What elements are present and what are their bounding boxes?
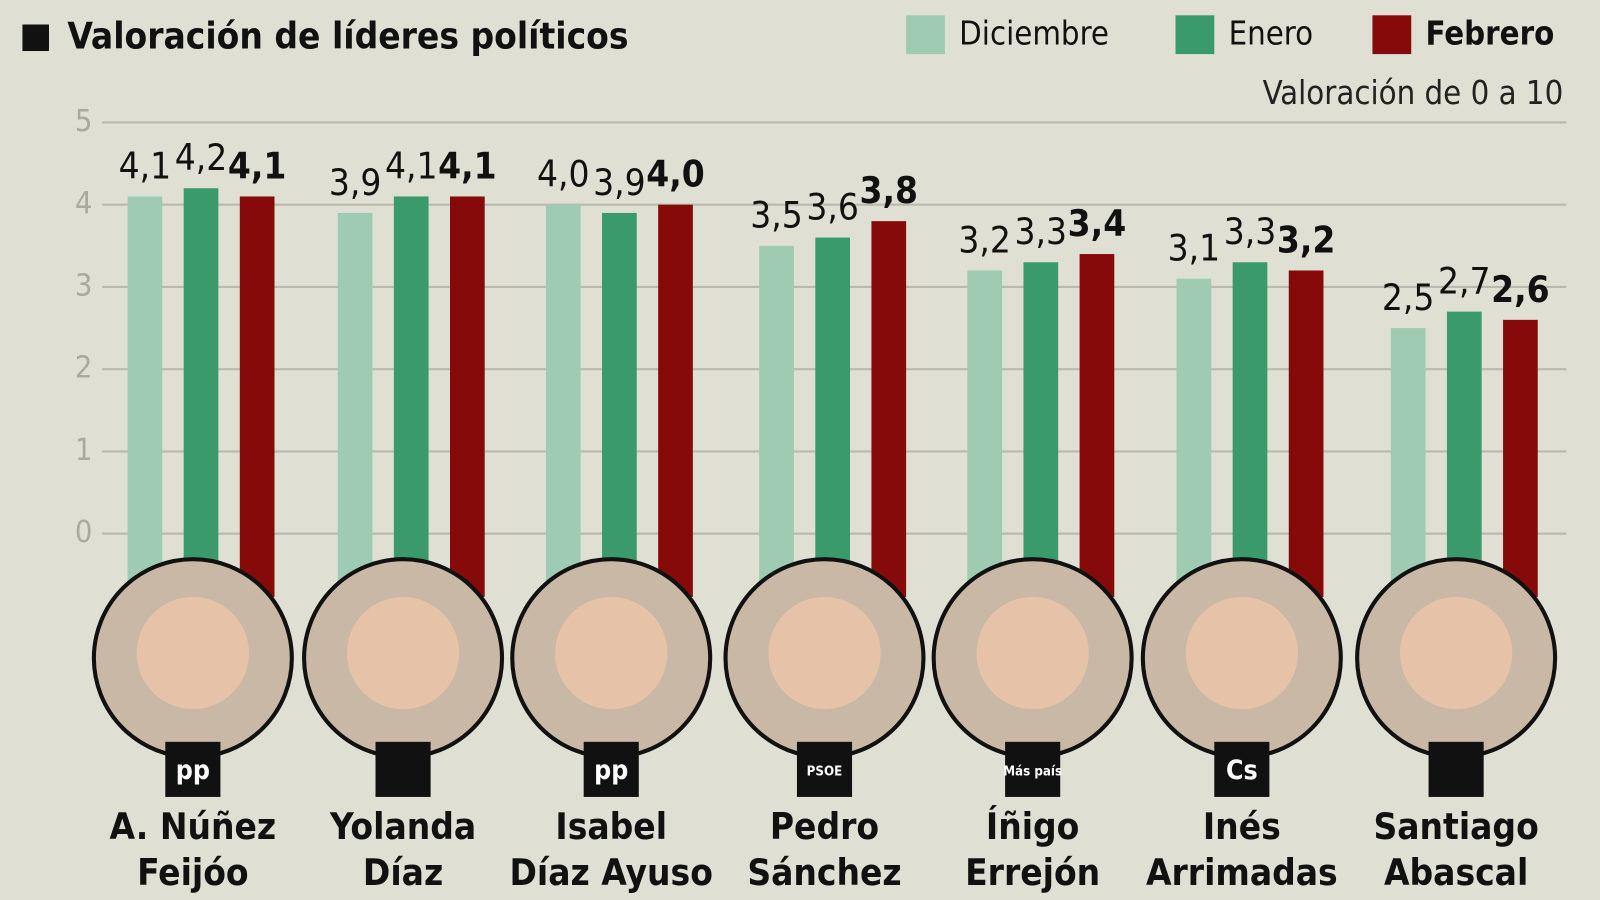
party-logo-text: pp [594, 755, 628, 786]
category-label: Pedro [770, 805, 879, 848]
category-label: Díaz [363, 851, 443, 894]
y-tick-label: 3 [75, 268, 93, 303]
value-label: 4,2 [175, 136, 228, 179]
value-label: 3,8 [860, 169, 919, 212]
value-label: 4,1 [228, 144, 287, 187]
y-tick-label: 2 [75, 351, 93, 386]
category-label: A. Núñez [110, 805, 277, 848]
y-tick-label: 1 [75, 433, 93, 468]
legend-label: Diciembre [959, 15, 1109, 53]
value-label: 2,7 [1438, 260, 1491, 303]
bar [393, 196, 429, 597]
value-label: 4,0 [646, 153, 705, 196]
bar [1390, 328, 1426, 597]
bar [1079, 254, 1115, 597]
party-logo-text: Cs [1226, 755, 1258, 786]
category-label: Isabel [555, 805, 667, 848]
value-label: 3,2 [958, 218, 1011, 261]
value-label: 3,3 [1224, 210, 1277, 253]
photo-face [1185, 596, 1298, 710]
bar [602, 212, 637, 597]
category-label: Yolanda [329, 805, 476, 848]
value-label: 3,2 [1277, 218, 1336, 261]
value-label: 4,1 [119, 144, 172, 187]
bar [871, 221, 907, 597]
category-label: Errejón [965, 851, 1100, 894]
value-label: 4,1 [385, 144, 438, 187]
category-label: Inés [1203, 805, 1281, 848]
category-label: Feijóo [137, 851, 249, 894]
legend-swatch [1372, 15, 1412, 55]
legend-label: Febrero [1426, 15, 1555, 53]
bar [658, 204, 693, 597]
party-logo-text: Más país [1003, 763, 1062, 779]
value-label: 2,5 [1382, 276, 1435, 319]
party-logo-text: PSOE [807, 764, 843, 779]
party-logo [1428, 741, 1484, 797]
photo-face [136, 596, 249, 710]
bar [1446, 311, 1482, 597]
photo-face [1400, 596, 1513, 710]
bar [183, 188, 219, 597]
party-logo [165, 741, 221, 797]
party-logo [1005, 741, 1061, 797]
category-label: Abascal [1384, 851, 1528, 894]
bar [759, 245, 794, 597]
category-label: Díaz Ayuso [510, 851, 713, 894]
value-label: 3,6 [806, 186, 859, 229]
bar [967, 270, 1003, 597]
bar [450, 196, 485, 597]
title-marker [22, 24, 49, 52]
bar [1232, 262, 1268, 597]
bar [239, 196, 275, 597]
value-label: 3,1 [1168, 227, 1221, 270]
value-label: 3,4 [1068, 202, 1127, 245]
value-label: 4,1 [438, 144, 497, 187]
photo-face [346, 596, 460, 710]
party-logo [796, 741, 853, 797]
subtitle: Valoración de 0 a 10 [1263, 74, 1564, 112]
bar [815, 237, 850, 597]
legend-swatch [906, 15, 945, 55]
value-label: 3,9 [329, 161, 382, 204]
category-label: Arrimadas [1146, 851, 1338, 894]
party-logo [583, 741, 639, 797]
legend-label: Enero [1229, 15, 1314, 53]
value-label: 2,6 [1491, 268, 1550, 311]
bar [1288, 270, 1324, 597]
y-tick-label: 5 [75, 104, 93, 139]
category-label: Santiago [1373, 805, 1538, 848]
party-logo-text: pp [176, 755, 210, 786]
bar [1176, 278, 1212, 597]
bar [337, 212, 373, 597]
party-logo [1214, 741, 1270, 797]
legend-swatch [1175, 15, 1215, 55]
value-label: 3,3 [1015, 210, 1068, 253]
y-tick-label: 0 [75, 515, 93, 550]
value-label: 4,0 [537, 153, 590, 196]
y-tick-label: 4 [75, 186, 93, 221]
category-label: Sánchez [747, 851, 901, 894]
bar [1023, 262, 1059, 597]
value-label: 3,5 [750, 194, 803, 237]
party-logo [375, 741, 431, 797]
value-label: 3,9 [593, 161, 646, 204]
bar [545, 204, 581, 597]
bar [1503, 319, 1538, 597]
category-label: Íñigo [986, 804, 1079, 848]
photo-face [555, 596, 668, 710]
bar [127, 196, 163, 597]
photo-face [768, 596, 881, 710]
photo-face [976, 596, 1089, 710]
chart-title: Valoración de líderes políticos [67, 14, 628, 57]
